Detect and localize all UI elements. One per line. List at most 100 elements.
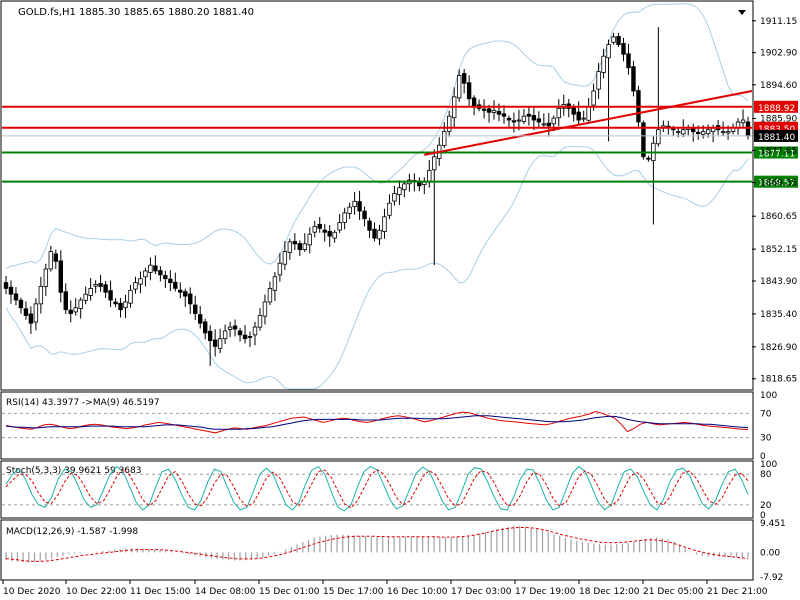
candle-body-bull — [332, 231, 337, 239]
candle-body-bull — [33, 303, 39, 323]
candle-body-bear — [486, 108, 492, 113]
candle-body-bear — [317, 223, 322, 229]
candle-body-bull — [73, 307, 78, 313]
y-tick-label: 1911.15 — [760, 17, 797, 27]
y-tick-label: 100 — [760, 460, 777, 470]
candle-body-bear — [576, 111, 581, 121]
candle-body-bear — [546, 122, 552, 127]
series-line--d — [5, 468, 749, 509]
candle-body-bear — [471, 97, 477, 107]
candle-body-bull — [676, 131, 681, 134]
candle-body-bear — [202, 321, 208, 334]
level-price-tag — [754, 121, 798, 134]
candle-body-bull — [606, 44, 611, 59]
y-tick-label: 1860.65 — [760, 212, 797, 222]
candle-body-bull — [397, 187, 402, 196]
candle-body-bull — [656, 129, 661, 145]
x-axis: 10 Dec 2020 10 Dec 22:00 11 Dec 15:00 14 De… — [2, 580, 768, 597]
macd-title: MACD(12,26,9) -1.587 -1.998 — [6, 527, 138, 537]
candle-body-bear — [193, 304, 198, 314]
candle-body-bull — [725, 131, 731, 134]
x-tick-label: 10 Dec 22:00 — [66, 587, 127, 597]
candle-body-bull — [541, 123, 547, 126]
candle-body-bull — [491, 109, 497, 113]
candle-body-bear — [53, 253, 58, 262]
y-tick-label: 100 — [760, 391, 777, 401]
rsi-plot-frame[interactable] — [0, 391, 754, 460]
candle-body-bear — [212, 339, 218, 347]
candle-body-bull — [222, 330, 228, 340]
candle-body-bear — [745, 121, 751, 137]
rsi-panel: RSI(14) 43.3977 ->MA(9) 46.5197 100 70 30 0 — [0, 391, 777, 462]
candle-body-bear — [646, 157, 651, 160]
y-tick-label: 30 — [760, 434, 772, 444]
candle-body-bull — [302, 243, 307, 251]
candle-body-bull — [521, 115, 527, 122]
candle-body-bull — [432, 156, 437, 171]
candle-body-bull — [377, 229, 382, 240]
y-tick-label: 20 — [760, 501, 772, 511]
level-price-tag — [754, 100, 798, 113]
candle-body-bull — [272, 276, 278, 291]
candle-body-bear — [113, 301, 118, 305]
x-tick-label: 17 Dec 19:00 — [515, 587, 576, 597]
candle-body-bull — [392, 193, 397, 202]
candle-body-bear — [103, 284, 108, 293]
main-plot-frame[interactable] — [0, 0, 754, 391]
main-title: GOLD.fs,H1 1885.30 1885.65 1880.20 1881.… — [18, 7, 254, 18]
candle-body-bull — [262, 301, 268, 317]
candle-body-bear — [28, 313, 34, 324]
candle-body-bear — [237, 330, 243, 336]
candle-body-bull — [227, 326, 233, 330]
candle-body-bear — [501, 113, 507, 117]
candle-body-bull — [287, 241, 293, 253]
candle-body-bear — [571, 107, 576, 115]
level-price-label: 1883.50 — [758, 125, 795, 135]
candle-body-bull — [556, 108, 561, 119]
candle-body-bear — [68, 309, 73, 314]
y-tick-label: 70 — [760, 409, 772, 419]
candle-body-bear — [173, 281, 178, 289]
candle-body-bear — [327, 230, 332, 237]
level-price-tag — [754, 146, 798, 159]
candle-body-bear — [163, 275, 168, 280]
stoch-title: Stoch(5,3,3) 39.9621 59.3683 — [6, 466, 141, 476]
x-tick-label: 21 Dec 05:00 — [643, 587, 704, 597]
candle-body-bear — [616, 35, 621, 45]
candle-body-bear — [8, 286, 14, 295]
candle-body-bull — [128, 289, 133, 304]
candle-body-bull — [88, 287, 93, 296]
y-tick-label: -7.92 — [760, 573, 783, 583]
x-tick-label: 10 Dec 2020 — [3, 587, 61, 597]
candle-body-bear — [58, 260, 63, 293]
candle-body-bear — [372, 228, 377, 239]
candle-body-bull — [720, 131, 726, 134]
candle-body-bull — [740, 119, 746, 124]
candle-body-bear — [526, 113, 532, 117]
candle-body-bull — [123, 301, 128, 309]
candle-body-bull — [427, 169, 432, 182]
level-price-label: 1877.11 — [758, 150, 795, 160]
candle-body-bull — [591, 90, 596, 106]
candle-body-bull — [282, 251, 288, 265]
candle-body-bull — [700, 131, 706, 135]
candle-body-bull — [342, 212, 347, 223]
candle-body-bear — [98, 283, 103, 287]
candle-body-bull — [93, 284, 98, 287]
candle-body-bull — [352, 200, 357, 208]
candle-body-bear — [671, 128, 676, 131]
candle-body-bull — [43, 268, 49, 287]
x-tick-label: 15 Dec 17:00 — [323, 587, 384, 597]
candle-body-bull — [38, 286, 44, 305]
current-price-tag — [754, 129, 798, 142]
candle-body-bull — [387, 202, 392, 216]
x-tick-label: 16 Dec 10:00 — [387, 587, 448, 597]
candle-body-bear — [511, 120, 517, 123]
y-tick-label: 1902.90 — [760, 49, 797, 59]
x-tick-label: 14 Dec 08:00 — [195, 587, 256, 597]
candle-body-bear — [641, 122, 646, 158]
candle-body-bull — [83, 293, 88, 301]
candle-body-bear — [292, 240, 298, 245]
